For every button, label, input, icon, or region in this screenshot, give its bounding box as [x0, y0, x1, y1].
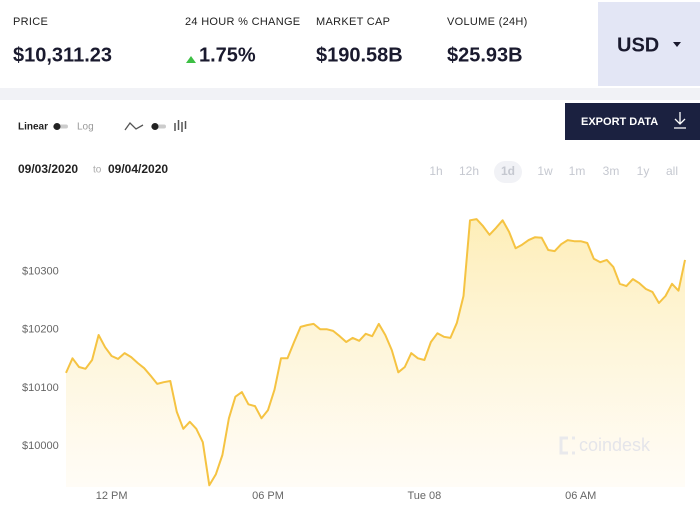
y-tick-label: $10200: [22, 324, 59, 336]
date-start: 09/03/2020: [18, 162, 78, 176]
watermark: coindesk: [559, 435, 651, 455]
x-tick-label: 06 AM: [565, 490, 596, 502]
scale-log[interactable]: Log: [77, 122, 94, 133]
x-tick-label: 06 PM: [252, 490, 284, 502]
watermark-text: coindesk: [579, 435, 651, 455]
candle-icon[interactable]: [174, 120, 187, 132]
date-end: 09/04/2020: [108, 162, 168, 176]
up-arrow: [186, 56, 196, 63]
stat-value: $10,311.23: [13, 44, 112, 66]
range-active-bg: [494, 161, 522, 183]
range-button[interactable]: 1m: [569, 164, 586, 178]
stat-value: 1.75%: [199, 44, 256, 66]
y-tick-label: $10300: [22, 265, 59, 277]
line-icon[interactable]: [124, 121, 144, 131]
date-separator: to: [93, 165, 102, 176]
range-button[interactable]: 1w: [537, 164, 553, 178]
stat-label: VOLUME (24H): [447, 16, 528, 28]
range-button[interactable]: all: [666, 164, 678, 178]
dropdown-arrow: [673, 42, 681, 47]
download-icon: [674, 112, 686, 129]
area-fill: [66, 219, 685, 487]
y-tick-label: $10100: [22, 382, 59, 394]
currency[interactable]: USD: [617, 34, 659, 56]
range-button[interactable]: 12h: [459, 164, 479, 178]
range-button[interactable]: 1y: [637, 164, 650, 178]
toggle-knob: [53, 123, 61, 130]
watermark-icon: [559, 436, 575, 455]
currency-box[interactable]: [598, 2, 700, 86]
stat-label: PRICE: [13, 16, 48, 28]
price-line: [65, 218, 686, 487]
toggle-knob: [151, 123, 159, 130]
y-tick-label: $10000: [22, 440, 59, 452]
x-tick-label: Tue 08: [407, 490, 441, 502]
separator: [0, 88, 700, 100]
stat-label: MARKET CAP: [316, 16, 390, 28]
stat-label: 24 HOUR % CHANGE: [185, 16, 300, 28]
range-button[interactable]: 3m: [603, 164, 620, 178]
stat-value: $190.58B: [316, 44, 403, 66]
scale-linear[interactable]: Linear: [18, 122, 48, 133]
export-label[interactable]: EXPORT DATA: [581, 116, 658, 128]
range-button[interactable]: 1h: [429, 164, 442, 178]
x-tick-label: 12 PM: [96, 490, 128, 502]
range-button[interactable]: 1d: [501, 164, 515, 178]
stat-value: $25.93B: [447, 44, 523, 66]
